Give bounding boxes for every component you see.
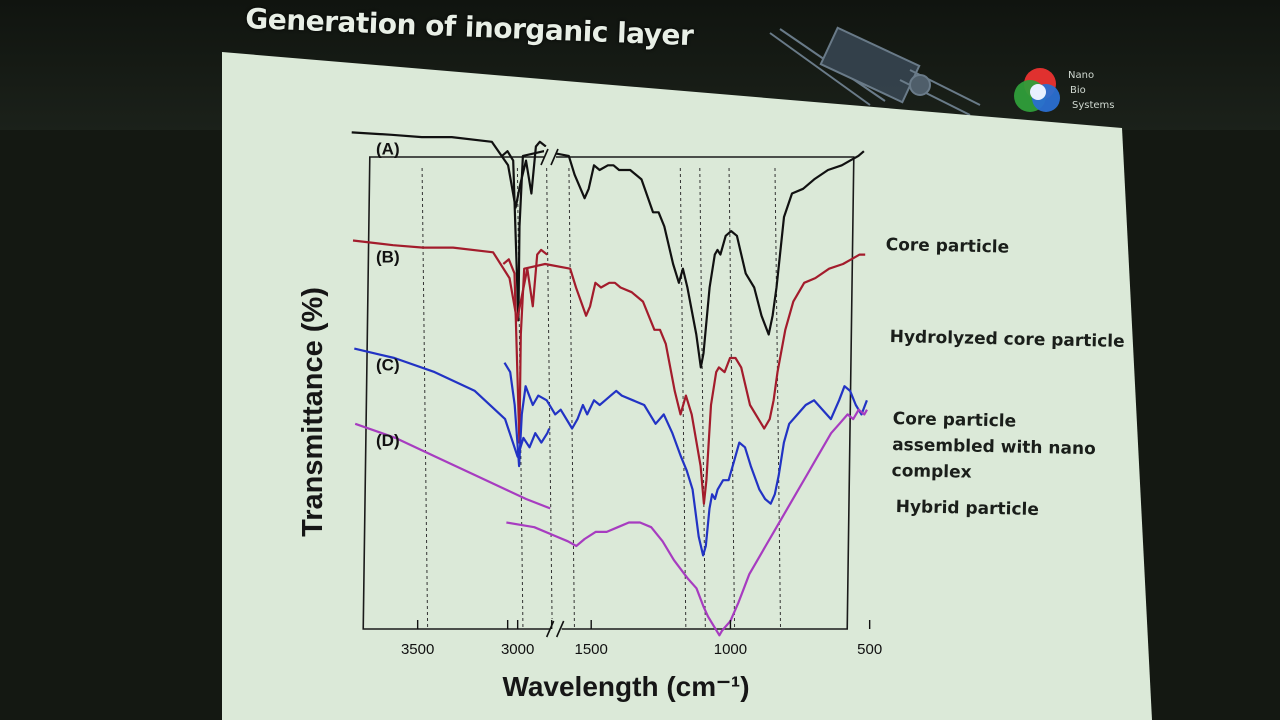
legend-label: Core particle [885, 234, 1010, 258]
x-tick-label: 1500 [575, 641, 608, 658]
legend-hybrid-particle: Hybrid particle [895, 494, 1040, 523]
projected-slide-background [222, 52, 1152, 720]
nano-bio-systems-logo-icon [1014, 68, 1060, 112]
legend-label: Core particle assembled with nano comple… [891, 408, 1096, 483]
panel-label-B: (B) [376, 248, 400, 267]
logo-text: Nano Bio Systems [1068, 68, 1115, 113]
panel-label-C: (C) [376, 356, 400, 375]
reference-line [546, 167, 553, 629]
legend-label: Hydrolyzed core particle [889, 326, 1125, 352]
logo-line-3: Systems [1072, 100, 1115, 111]
x-tick-label: 3500 [401, 641, 434, 658]
spectrum-line-D-segment-1 [354, 422, 551, 510]
panel-label-A: (A) [376, 139, 400, 158]
spectrum-line-B-segment-1 [352, 239, 548, 322]
x-tick-label: 3000 [501, 641, 534, 658]
x-tick-label: 500 [857, 641, 882, 658]
break-slash [550, 148, 559, 166]
satellite-graphic-icon [769, 26, 981, 116]
reference-line [421, 167, 429, 629]
spectrum-line-A-segment-2 [501, 150, 865, 369]
break-slash [545, 620, 555, 638]
reference-line [568, 167, 575, 629]
break-mark-bottom [545, 619, 565, 639]
logo-line-1: Nano [1068, 70, 1095, 81]
panel-label-D: (D) [376, 431, 400, 450]
legend-hydrolyzed-core-particle: Hydrolyzed core particle [889, 324, 1125, 355]
logo-line-2: Bio [1070, 85, 1086, 96]
spectrum-line-B-segment-2 [502, 253, 866, 505]
reference-line [774, 167, 782, 629]
spectrum-line-D-segment-2 [506, 408, 868, 637]
reference-line [728, 167, 736, 629]
legend-core-particle-assembled: Core particle assembled with nano comple… [891, 406, 1123, 489]
reference-line [699, 167, 706, 629]
ftir-chart: (A) (B) (C) (D) 3500 3000 1500 1000 500 Transmi… [297, 131, 882, 702]
break-slash [555, 620, 565, 638]
spectrum-line-C-segment-2 [503, 362, 868, 557]
break-mark-top [540, 147, 559, 167]
legend-core-particle: Core particle [885, 232, 1010, 261]
y-axis-label: Transmittance (%) [297, 287, 329, 537]
break-slash [540, 148, 549, 166]
reference-line [679, 167, 687, 629]
x-axis-label: Wavelength (cm⁻¹) [502, 671, 749, 702]
x-tick-label: 1000 [714, 641, 747, 658]
legend-label: Hybrid particle [895, 496, 1040, 520]
